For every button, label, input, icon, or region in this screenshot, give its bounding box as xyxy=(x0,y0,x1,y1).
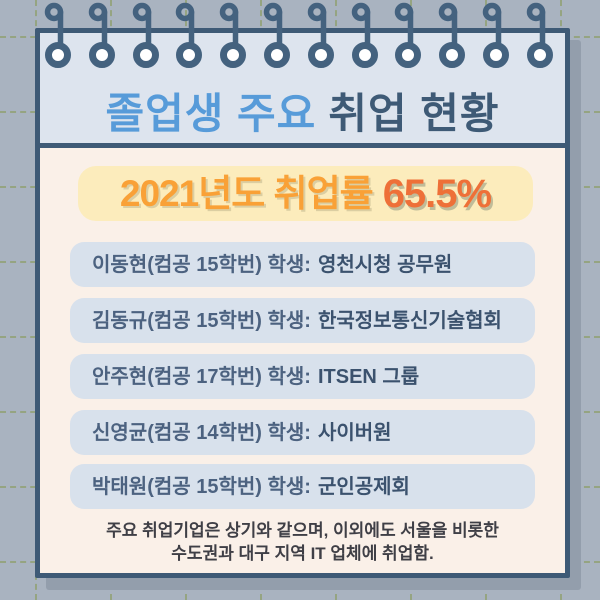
employer-name: ITSEN 그룹 xyxy=(317,365,420,388)
spiral-ring-icon xyxy=(307,2,337,70)
spiral-ring-icon xyxy=(88,2,118,70)
spiral-binding xyxy=(0,0,600,70)
student-info: 안주현(컴공 17학번) 학생: xyxy=(92,365,311,388)
spiral-ring-icon xyxy=(526,2,556,70)
student-row: 이동현(컴공 15학번) 학생: 영천시청 공무원 xyxy=(70,242,535,287)
spiral-ring-icon xyxy=(132,2,162,70)
employer-name: 사이버원 xyxy=(317,421,392,444)
student-row: 안주현(컴공 17학번) 학생: ITSEN 그룹 xyxy=(70,354,535,399)
student-info: 이동현(컴공 15학번) 학생: xyxy=(92,253,311,276)
employment-rate-label: 2021년도 취업률 xyxy=(119,173,374,214)
spiral-ring-icon xyxy=(44,2,74,70)
employer-name: 한국정보통신기술협회 xyxy=(317,309,502,332)
notepad-page: 졸업생 주요 취업 현황 2021년도 취업률 65.5% 이동현(컴공 15학번… xyxy=(35,28,570,578)
employment-rate-banner: 2021년도 취업률 65.5% xyxy=(78,166,533,221)
spiral-ring-icon xyxy=(263,2,293,70)
spiral-ring-icon xyxy=(175,2,205,70)
employer-name: 영천시청 공무원 xyxy=(317,253,453,276)
spiral-ring-icon xyxy=(482,2,512,70)
page-title: 졸업생 주요 취업 현황 xyxy=(105,93,499,135)
student-row: 박태원(컴공 15학번) 학생: 군인공제회 xyxy=(70,464,535,509)
student-row: 김동규(컴공 15학번) 학생: 한국정보통신기술협회 xyxy=(70,298,535,343)
student-info: 박태원(컴공 15학번) 학생: xyxy=(92,475,311,498)
spiral-ring-icon xyxy=(438,2,468,70)
footer-note: 주요 취업기업은 상기와 같으며, 이외에도 서울을 비롯한 수도권과 대구 지… xyxy=(40,520,565,566)
employment-rate-value: 65.5% xyxy=(382,171,492,216)
notepad-header: 졸업생 주요 취업 현황 xyxy=(40,33,565,148)
student-info: 김동규(컴공 15학번) 학생: xyxy=(92,309,311,332)
spiral-ring-icon xyxy=(219,2,249,70)
spiral-ring-icon xyxy=(351,2,381,70)
student-row: 신영균(컴공 14학번) 학생: 사이버원 xyxy=(70,410,535,455)
footer-note-line2: 수도권과 대구 지역 IT 업체에 취업함. xyxy=(171,543,434,563)
page-title-dark-part: 취업 현황 xyxy=(328,90,500,137)
employer-name: 군인공제회 xyxy=(317,475,410,498)
page-title-blue-part: 졸업생 주요 xyxy=(105,90,317,137)
footer-note-line1: 주요 취업기업은 상기와 같으며, 이외에도 서울을 비롯한 xyxy=(106,521,499,540)
student-info: 신영균(컴공 14학번) 학생: xyxy=(92,421,311,444)
spiral-ring-icon xyxy=(394,2,424,70)
